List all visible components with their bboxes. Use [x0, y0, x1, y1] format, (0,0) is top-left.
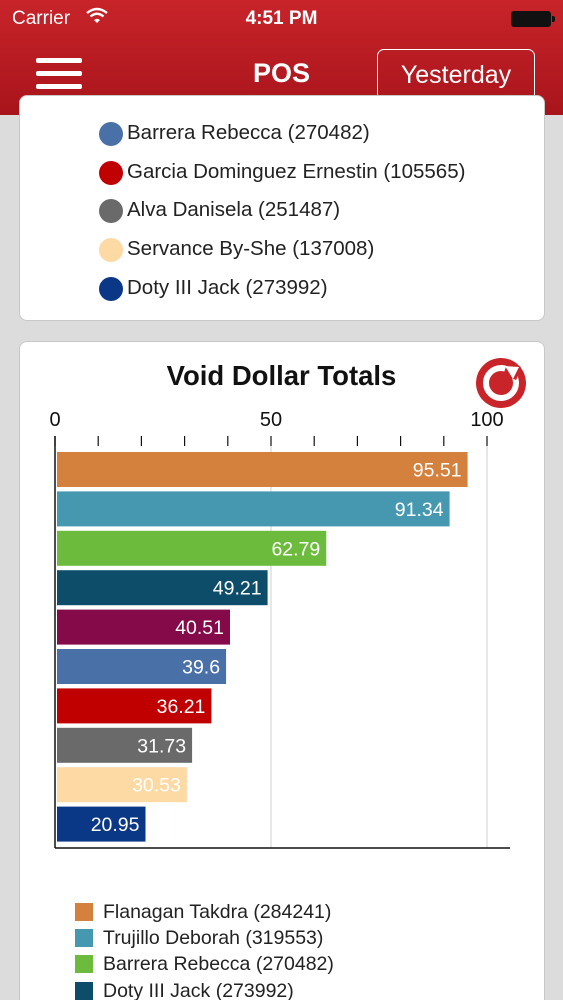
legend-label: Servance By-She (137008): [127, 237, 375, 261]
clock: 4:51 PM: [245, 8, 318, 29]
x-tick-label: 50: [260, 409, 282, 431]
legend-label: Trujillo Deborah (319553): [103, 927, 324, 950]
legend-swatch: [75, 981, 93, 1000]
x-tick-label: 0: [49, 409, 60, 431]
legend-label: Barrera Rebecca (270482): [103, 953, 334, 976]
bar: [57, 452, 468, 487]
battery-icon: [511, 11, 555, 27]
bar-value-label: 40.51: [175, 617, 224, 639]
bar: [57, 649, 227, 684]
legend-swatch: [75, 929, 93, 948]
bar: [57, 491, 450, 527]
bar: [57, 767, 187, 803]
legend-swatch: [99, 199, 123, 224]
status-bar: Carrier 4:51 PM: [0, 0, 563, 38]
legend-swatch: [99, 160, 123, 185]
page-title: POS: [252, 58, 311, 88]
bar: [57, 530, 327, 566]
bar: [57, 609, 231, 645]
legend-label: Flanagan Takdra (284241): [103, 901, 332, 923]
carrier-label: Carrier: [12, 8, 71, 29]
bar-value-label: 20.95: [91, 814, 140, 836]
bar: [57, 570, 268, 606]
bar-value-label: 39.6: [182, 657, 220, 679]
chart-title: Void Dollar Totals: [166, 360, 397, 391]
legend-swatch: [99, 276, 123, 301]
legend-swatch: [75, 903, 93, 921]
legend-swatch: [99, 122, 123, 146]
x-tick-label: 100: [470, 409, 503, 431]
refresh-icon[interactable]: [475, 357, 527, 409]
bar-value-label: 62.79: [271, 538, 320, 560]
menu-button[interactable]: [36, 58, 82, 92]
bar-value-label: 91.34: [395, 499, 444, 521]
bar-value-label: 36.21: [157, 696, 206, 718]
legend-swatch: [99, 238, 123, 263]
legend-swatch: [75, 955, 93, 974]
wifi-icon: [86, 7, 108, 30]
bar: [57, 806, 146, 842]
bar-value-label: 49.21: [213, 578, 262, 600]
bar-value-label: 30.53: [132, 775, 181, 797]
legend-label: Garcia Dominguez Ernestin (105565): [127, 159, 466, 183]
legend-label: Doty III Jack (273992): [103, 979, 294, 1000]
bar: [57, 688, 212, 724]
bar-value-label: 31.73: [137, 735, 186, 757]
bar: [57, 727, 193, 763]
legend-label: Doty III Jack (273992): [127, 275, 328, 299]
bar-value-label: 95.51: [413, 460, 462, 482]
legend-label: Barrera Rebecca (270482): [127, 121, 370, 144]
legend-label: Alva Danisela (251487): [127, 198, 341, 222]
